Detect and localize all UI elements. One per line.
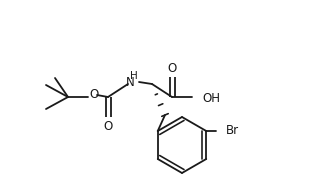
Text: N: N xyxy=(126,76,134,89)
Text: Br: Br xyxy=(226,125,239,138)
Text: OH: OH xyxy=(202,92,220,105)
Text: O: O xyxy=(167,61,176,74)
Text: O: O xyxy=(103,120,113,133)
Text: H: H xyxy=(130,71,138,81)
Text: O: O xyxy=(89,88,99,101)
